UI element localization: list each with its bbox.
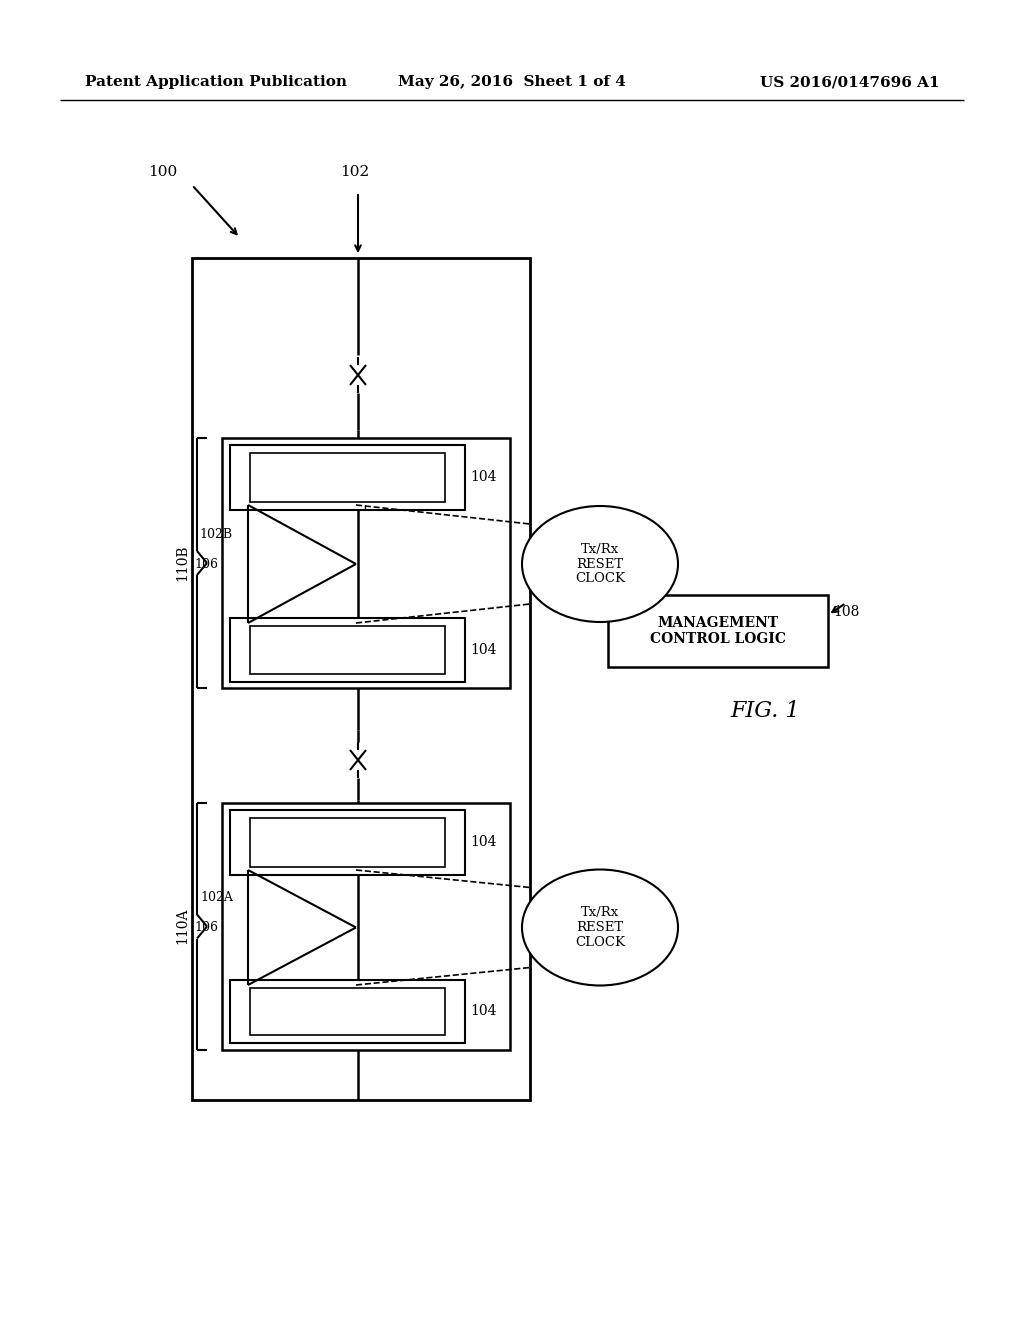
Text: 104: 104 <box>470 1005 497 1018</box>
Text: 106: 106 <box>194 557 218 570</box>
Bar <box>608 595 828 667</box>
Text: 104: 104 <box>470 836 497 849</box>
Text: 104: 104 <box>470 470 497 484</box>
Bar <box>230 618 465 682</box>
Text: 110B: 110B <box>175 545 189 581</box>
Text: MANAGEMENT
CONTROL LOGIC: MANAGEMENT CONTROL LOGIC <box>650 616 786 645</box>
Text: 102B: 102B <box>200 528 233 540</box>
Text: 102A: 102A <box>200 891 233 904</box>
Text: 110A: 110A <box>175 908 189 944</box>
Bar <box>230 979 465 1043</box>
Bar <box>222 438 510 688</box>
Bar <box>250 453 445 502</box>
Text: Patent Application Publication: Patent Application Publication <box>85 75 347 88</box>
Bar <box>250 818 445 867</box>
Text: Tx/Rx
RESET
CLOCK: Tx/Rx RESET CLOCK <box>575 906 625 949</box>
Bar <box>230 445 465 510</box>
Text: Tx/Rx
RESET
CLOCK: Tx/Rx RESET CLOCK <box>575 543 625 586</box>
Bar <box>222 803 510 1049</box>
Ellipse shape <box>522 870 678 986</box>
Bar <box>250 987 445 1035</box>
Text: 100: 100 <box>148 165 177 180</box>
Text: 106: 106 <box>194 921 218 935</box>
Text: 108: 108 <box>833 605 859 619</box>
Text: FIG. 1: FIG. 1 <box>730 700 800 722</box>
Ellipse shape <box>522 506 678 622</box>
Bar <box>250 626 445 675</box>
Bar <box>230 810 465 875</box>
Text: 102: 102 <box>340 165 370 180</box>
Bar <box>193 257 530 1100</box>
Text: US 2016/0147696 A1: US 2016/0147696 A1 <box>761 75 940 88</box>
Text: May 26, 2016  Sheet 1 of 4: May 26, 2016 Sheet 1 of 4 <box>398 75 626 88</box>
Text: 104: 104 <box>470 643 497 657</box>
